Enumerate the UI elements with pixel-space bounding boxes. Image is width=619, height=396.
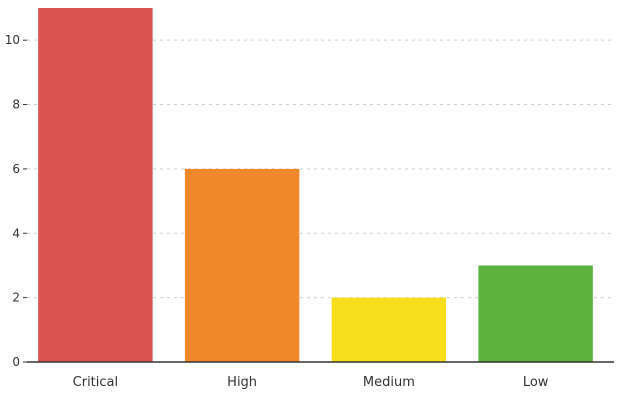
x-tick-label-medium: Medium: [363, 375, 415, 390]
x-tick-label-low: Low: [523, 375, 549, 390]
x-tick-label-high: High: [227, 375, 257, 390]
bar-critical: [38, 8, 153, 362]
x-tick-label-critical: Critical: [73, 375, 118, 390]
y-tick-label: 4: [12, 226, 20, 240]
x-axis-labels: Critical High Medium Low: [73, 375, 549, 390]
y-tick-label: 10: [5, 33, 20, 47]
y-tick-label: 2: [12, 291, 20, 305]
bar-low: [478, 265, 593, 362]
bar-medium: [331, 297, 447, 362]
y-tick-label: 8: [12, 98, 20, 112]
y-axis-ticks: 0 2 4 6 8 10: [5, 33, 27, 369]
y-tick-label: 6: [12, 162, 20, 176]
bar-high: [184, 168, 300, 362]
y-tick-label: 0: [12, 355, 20, 369]
bars: [38, 8, 593, 362]
